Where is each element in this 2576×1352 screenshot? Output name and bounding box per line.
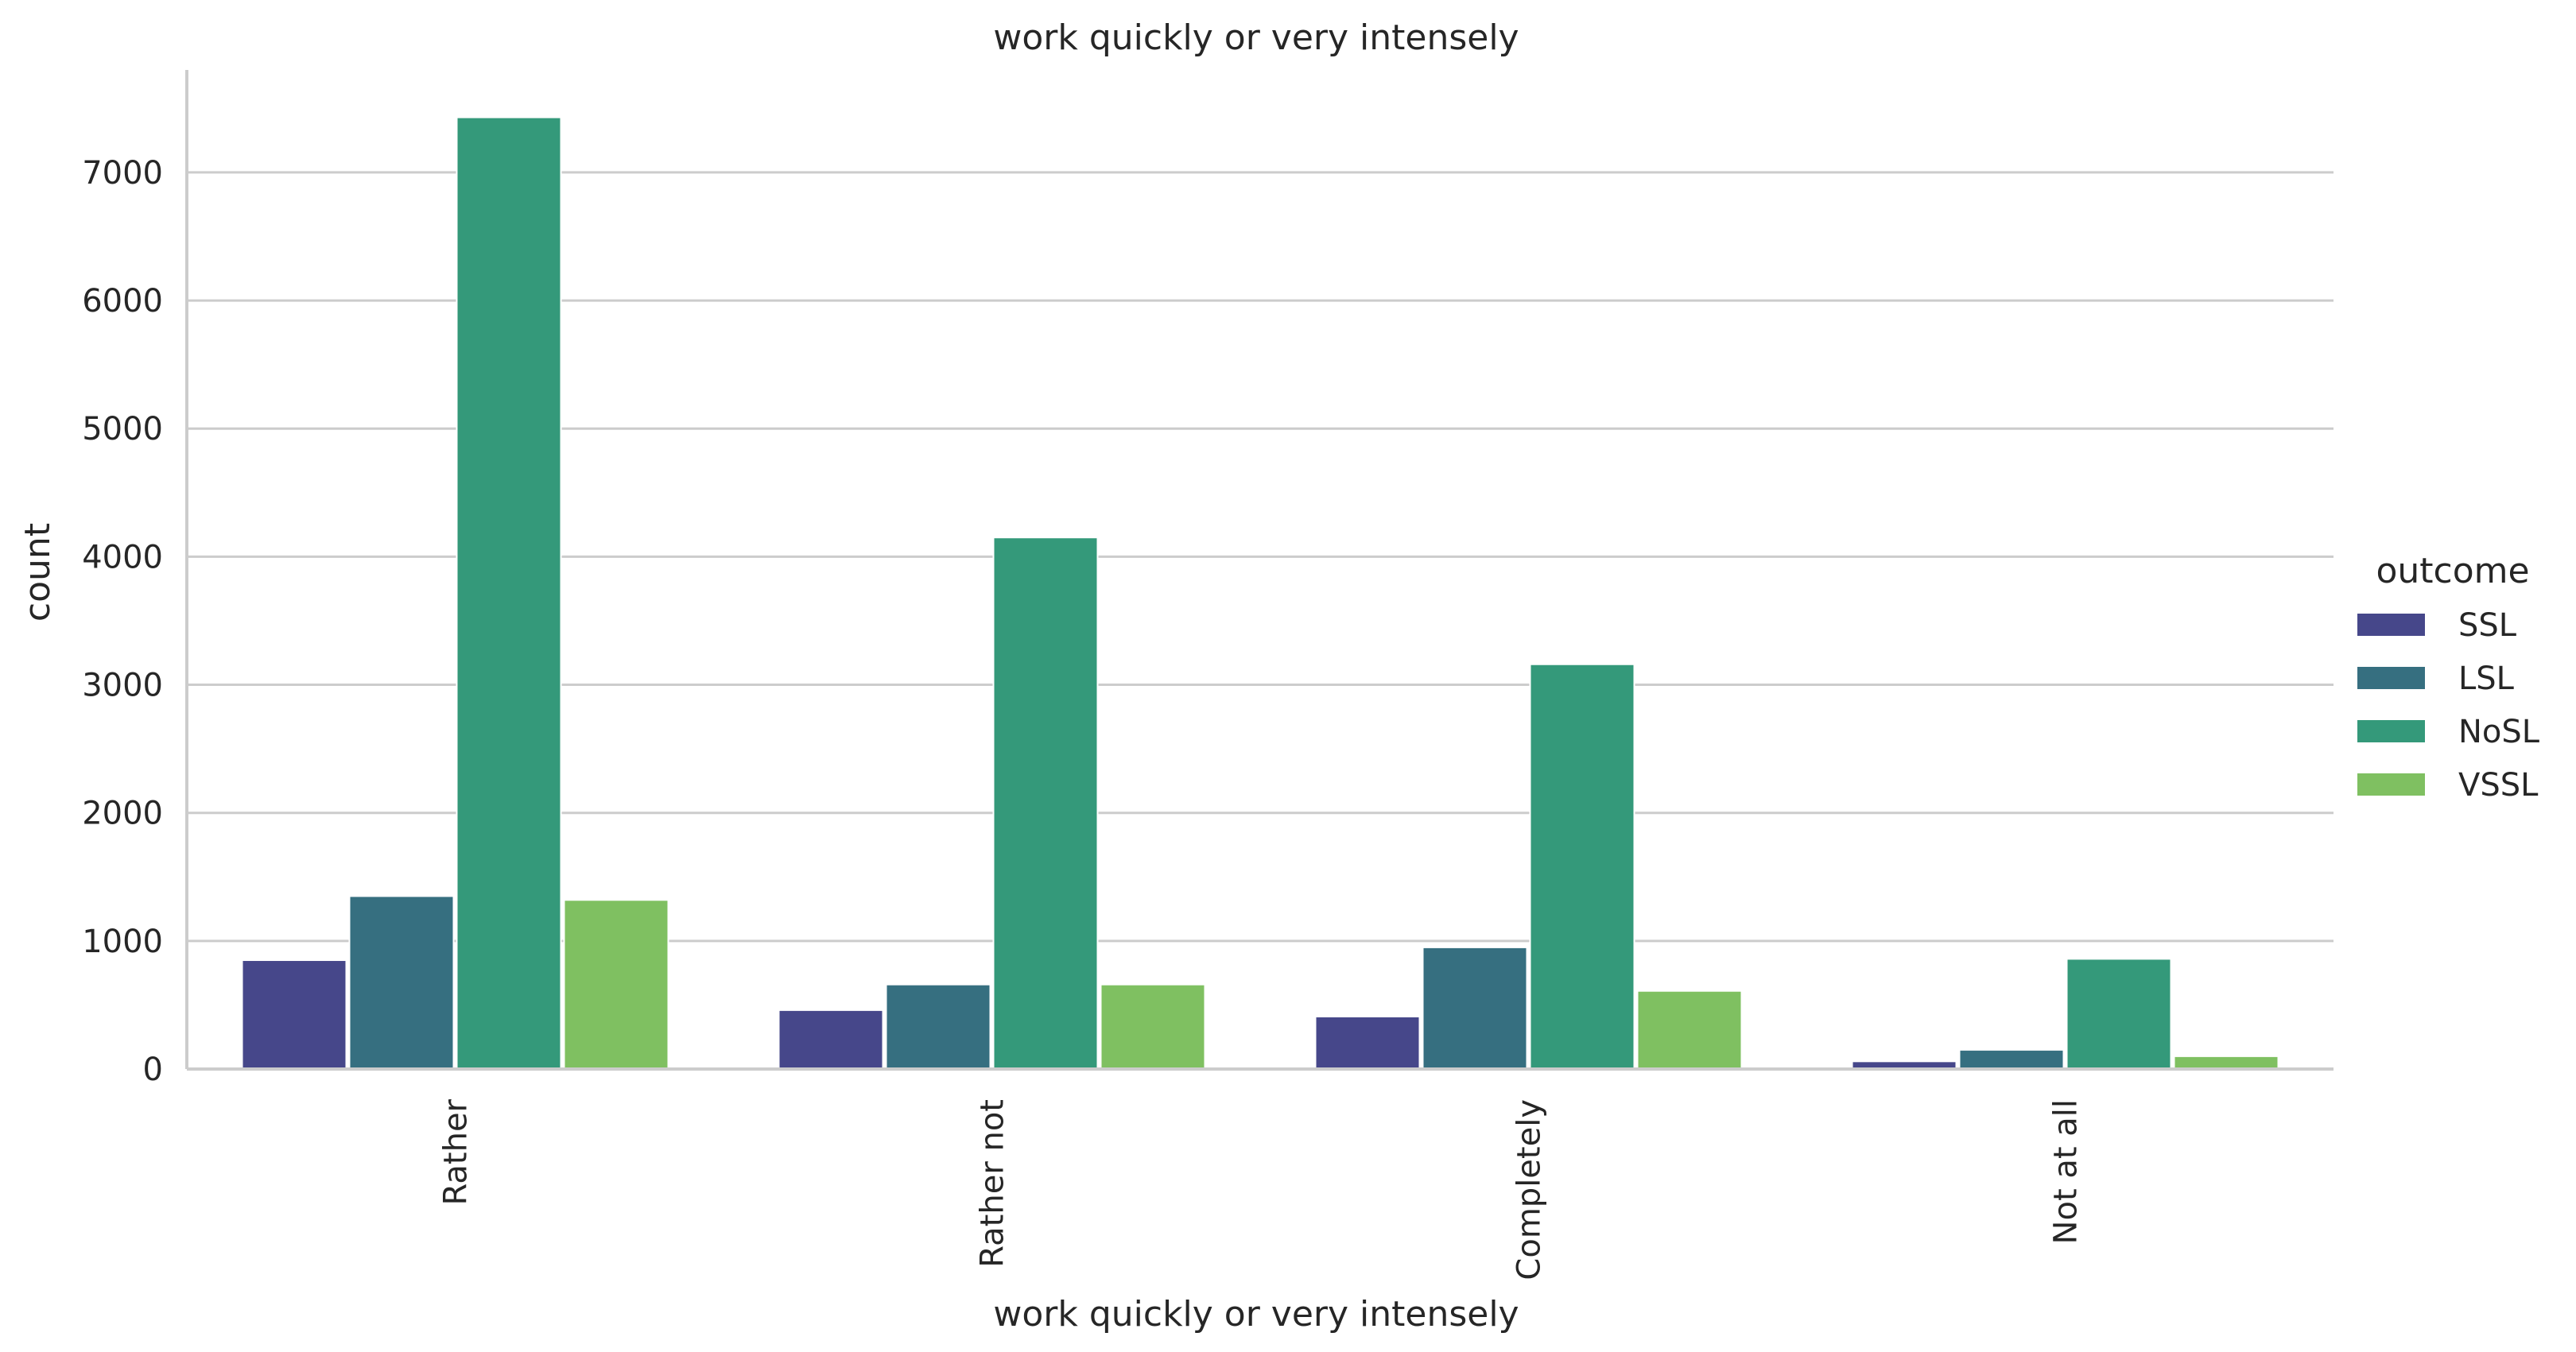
y-tick-label: 6000 [82, 283, 163, 320]
bar-vssl-3 [2173, 1055, 2279, 1071]
bar-ssl-1 [778, 1009, 884, 1071]
x-tick-label: Rather [438, 1098, 475, 1205]
legend-label-vssl: VSSL [2458, 767, 2539, 804]
chart-title: work quickly or very intensely [993, 17, 1519, 58]
y-tick-label: 3000 [82, 668, 163, 704]
bar-nosl-0 [456, 116, 562, 1070]
y-tick-label: 2000 [82, 796, 163, 832]
legend-swatch-nosl [2357, 720, 2425, 742]
legend: outcome SSL LSL NoSL VSSL [2357, 551, 2540, 804]
legend-swatch-vssl [2357, 773, 2425, 796]
x-tick-labels: Rather Rather not Completely Not at all [438, 1098, 2085, 1280]
y-axis-label: count [17, 523, 58, 622]
legend-label-nosl: NoSL [2458, 714, 2540, 750]
x-tick-label: Completely [1511, 1099, 1548, 1280]
bar-ssl-2 [1314, 1015, 1421, 1070]
y-tick-label: 5000 [82, 411, 163, 447]
x-axis-label: work quickly or very intensely [993, 1294, 1519, 1335]
legend-swatch-ssl [2357, 614, 2425, 636]
bar-vssl-2 [1636, 990, 1743, 1071]
y-tick-label: 0 [143, 1052, 163, 1088]
axes [185, 70, 2334, 1071]
bar-vssl-0 [563, 899, 669, 1071]
bar-nosl-3 [2066, 958, 2172, 1071]
bar-lsl-1 [885, 983, 991, 1070]
y-tick-label: 7000 [82, 155, 163, 192]
bar-nosl-1 [992, 537, 1099, 1070]
legend-swatch-lsl [2357, 667, 2425, 689]
bars [241, 116, 2279, 1071]
bar-lsl-2 [1422, 946, 1528, 1070]
legend-label-lsl: LSL [2458, 661, 2515, 697]
legend-label-ssl: SSL [2458, 607, 2517, 644]
bar-lsl-0 [348, 895, 455, 1070]
bar-lsl-3 [1958, 1048, 2065, 1070]
x-tick-label: Not at all [2048, 1099, 2085, 1244]
x-tick-label: Rather not [975, 1099, 1011, 1268]
legend-title: outcome [2376, 551, 2529, 591]
y-tick-label: 4000 [82, 539, 163, 575]
bar-ssl-0 [241, 959, 347, 1071]
bar-nosl-2 [1529, 663, 1635, 1070]
y-tick-labels: 0 1000 2000 3000 4000 5000 6000 7000 [82, 155, 163, 1088]
y-tick-label: 1000 [82, 924, 163, 960]
bar-vssl-1 [1100, 983, 1206, 1070]
